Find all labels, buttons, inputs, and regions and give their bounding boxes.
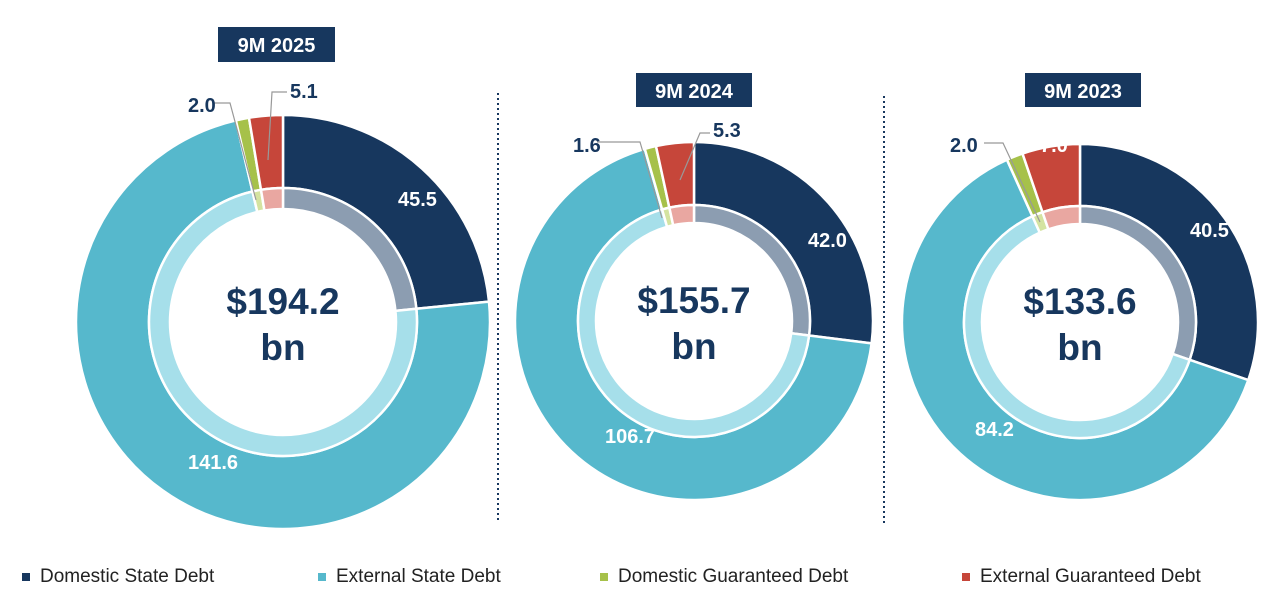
donut-chart-3: 40.5 84.2 2.0 7.0 $133.6 bn 9M 2023 bbox=[900, 73, 1260, 502]
center-total: $133.6 bbox=[1023, 281, 1136, 322]
center-total: $194.2 bbox=[226, 281, 339, 322]
data-label: 5.1 bbox=[290, 81, 318, 103]
inner-ring-external-guaranteed bbox=[1040, 204, 1082, 231]
legend-swatch bbox=[318, 573, 326, 581]
data-label: 7.0 bbox=[1040, 135, 1068, 157]
data-label: 45.5 bbox=[398, 189, 437, 211]
data-label: 2.0 bbox=[950, 135, 978, 157]
data-label: 1.6 bbox=[573, 135, 601, 157]
data-label: 106.7 bbox=[605, 426, 655, 448]
leader-line bbox=[213, 102, 257, 201]
leader-line bbox=[597, 141, 663, 219]
legend-label: Domestic Guaranteed Debt bbox=[618, 566, 849, 587]
data-label: 2.0 bbox=[188, 95, 216, 117]
center-total: $155.7 bbox=[637, 280, 750, 321]
legend-label: External Guaranteed Debt bbox=[980, 566, 1201, 587]
chart-title-box bbox=[218, 27, 335, 62]
legend-swatch bbox=[22, 573, 30, 581]
legend-swatch bbox=[962, 573, 970, 581]
inner-ring-external-guaranteed bbox=[667, 203, 696, 227]
center-unit: bn bbox=[1057, 327, 1102, 368]
data-label: 141.6 bbox=[188, 452, 238, 474]
chart-title: 9M 2023 bbox=[1044, 81, 1122, 103]
legend-swatch bbox=[600, 573, 608, 581]
data-label: 40.5 bbox=[1190, 220, 1229, 242]
chart-title-box bbox=[636, 73, 752, 107]
legend-item-external-state: External State Debt bbox=[318, 566, 501, 588]
center-unit: bn bbox=[671, 326, 716, 367]
legend-item-domestic-guaranteed: Domestic Guaranteed Debt bbox=[600, 566, 848, 588]
data-label: 84.2 bbox=[975, 419, 1014, 441]
leader-line bbox=[267, 91, 287, 161]
chart-title: 9M 2025 bbox=[238, 35, 316, 57]
legend-item-external-guaranteed: External Guaranteed Debt bbox=[962, 566, 1201, 588]
donut-chart-2: 42.0 106.7 1.6 5.3 $155.7 bn 9M 2024 bbox=[513, 73, 875, 502]
leader-line bbox=[679, 132, 710, 181]
leader-line bbox=[984, 142, 1041, 223]
data-label: 42.0 bbox=[808, 230, 847, 252]
inner-ring-external-guaranteed bbox=[259, 186, 285, 212]
legend: Domestic State Debt External State Debt … bbox=[0, 566, 1266, 592]
data-label: 5.3 bbox=[713, 120, 741, 142]
inner-ring-external-state bbox=[147, 190, 419, 458]
center-unit: bn bbox=[260, 327, 305, 368]
legend-item-domestic-state: Domestic State Debt bbox=[22, 566, 214, 588]
chart-title: 9M 2024 bbox=[655, 81, 734, 103]
legend-label: External State Debt bbox=[336, 566, 501, 587]
donut-chart-1: 45.5 141.6 2.0 5.1 $194.2 bn 9M 2025 bbox=[74, 27, 492, 531]
chart-title-box bbox=[1025, 73, 1141, 107]
legend-label: Domestic State Debt bbox=[40, 566, 215, 587]
